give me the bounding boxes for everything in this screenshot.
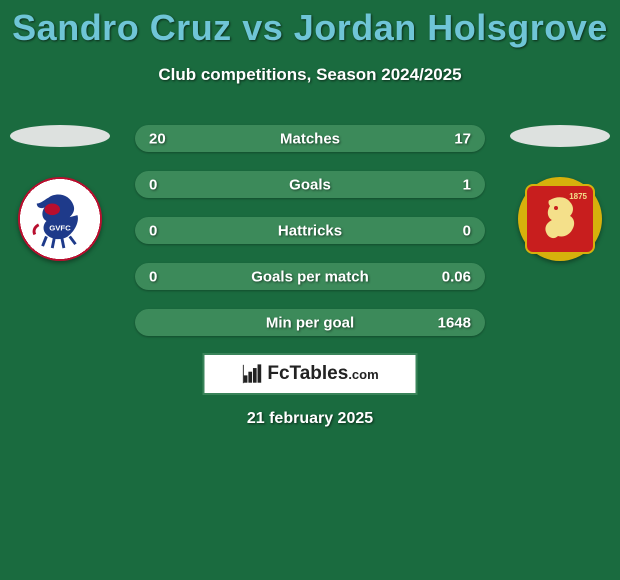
stat-row: Min per goal 1648 [135,309,485,336]
player-right: 1875 [510,125,610,270]
date-text: 21 february 2025 [0,410,620,428]
badge-year: 1875 [569,192,587,201]
brand-suffix: .com [348,367,378,382]
svg-text:GVFC: GVFC [49,224,71,233]
stat-right-value: 1 [463,176,471,193]
stat-row: 20 Matches 17 [135,125,485,152]
stat-right-value: 0.06 [442,268,471,285]
stat-left-value: 0 [149,176,157,193]
stat-row: 0 Hattricks 0 [135,217,485,244]
stat-left-value: 20 [149,130,166,147]
stat-right-value: 1648 [438,314,471,331]
stat-label: Min per goal [266,314,354,331]
stat-right-value: 0 [463,222,471,239]
stat-row: 0 Goals 1 [135,171,485,198]
stat-label: Hattricks [278,222,342,239]
stat-left-value: 0 [149,222,157,239]
stat-label: Goals [289,176,331,193]
club-badge-right: 1875 [518,177,602,261]
page-title: Sandro Cruz vs Jordan Holsgrove [0,7,620,49]
stat-label: Matches [280,130,340,147]
bar-chart-icon [241,363,263,385]
brand-text: FcTables.com [267,363,378,385]
stat-row: 0 Goals per match 0.06 [135,263,485,290]
stat-label: Goals per match [251,268,369,285]
stat-right-value: 17 [454,130,471,147]
stat-rows: 20 Matches 17 0 Goals 1 0 Hattricks 0 0 … [135,125,485,355]
brand-name: FcTables [267,363,348,384]
rooster-icon: GVFC [29,188,91,250]
avatar-shadow [10,125,110,147]
player-left: GVFC [10,125,110,270]
comparison-card: Sandro Cruz vs Jordan Holsgrove Club com… [0,0,620,580]
avatar-shadow [510,125,610,147]
brand-logo-box: FcTables.com [203,353,418,395]
stat-left-value: 0 [149,268,157,285]
subtitle: Club competitions, Season 2024/2025 [0,65,620,85]
club-badge-left: GVFC [18,177,102,261]
lion-icon [540,194,580,244]
